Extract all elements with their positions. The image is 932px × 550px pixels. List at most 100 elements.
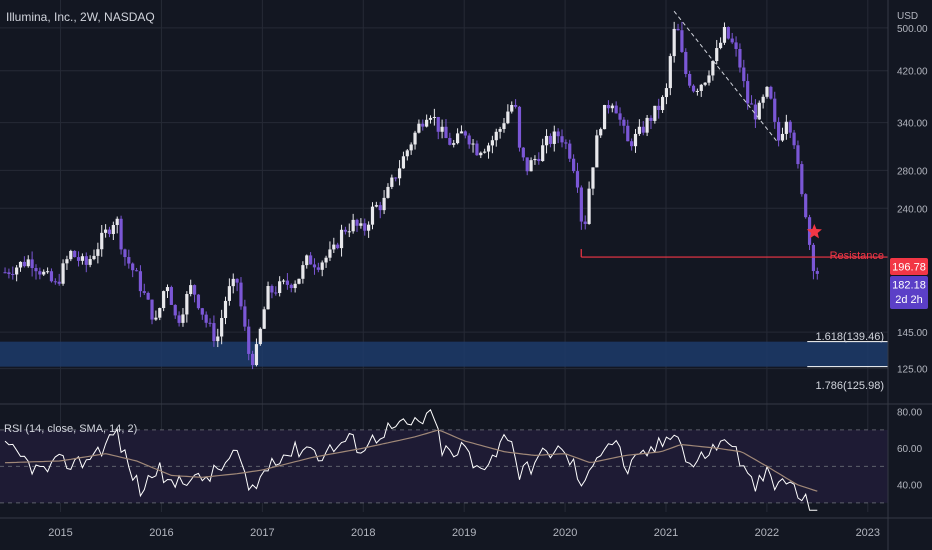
candle-body (266, 286, 270, 310)
candle-body (525, 157, 529, 172)
candle-body (664, 88, 669, 98)
candle-body (699, 84, 703, 91)
candle-body (788, 121, 792, 133)
resistance-price-tag (890, 258, 928, 275)
fib-lower-label: 1.786(125.98) (816, 380, 885, 392)
star-icon (806, 223, 822, 239)
y-tick-label: 280.00 (897, 166, 928, 177)
candle-body (146, 292, 150, 300)
candle-body (293, 283, 297, 289)
candle-body (250, 353, 255, 366)
last-price-value: 182.18 (892, 280, 926, 292)
candle-body (544, 135, 549, 146)
resistance-price-value: 196.78 (892, 262, 926, 274)
candle-body (506, 111, 510, 124)
candle-body (761, 96, 765, 103)
candle-body (189, 285, 193, 295)
candle-body (471, 143, 475, 145)
candle-body (560, 136, 564, 143)
candle-body (200, 308, 204, 315)
chart-title: Illumina, Inc., 2W, NASDAQ (6, 10, 155, 24)
candle-body (397, 168, 402, 179)
candle-body (127, 257, 131, 264)
candle-body (320, 262, 324, 270)
candle-body (88, 259, 92, 265)
candle-body (123, 249, 127, 258)
candle-body (765, 86, 769, 97)
candle-body (162, 291, 166, 309)
candle-body (641, 126, 645, 133)
y-tick-label: 420.00 (897, 67, 928, 78)
candle-body (653, 105, 657, 121)
candle-body (668, 56, 672, 89)
candle-body (278, 281, 282, 294)
candle-body (378, 205, 382, 211)
candle-body (262, 309, 266, 329)
candle-body (575, 171, 580, 188)
candle-body (196, 294, 201, 309)
candle-body (374, 205, 378, 207)
candle-body (177, 315, 181, 323)
candle-body (131, 263, 135, 271)
candle-body (684, 51, 688, 74)
candle-body (258, 328, 262, 345)
candle-body (26, 259, 30, 267)
candle-body (572, 158, 576, 172)
candle-body (757, 102, 761, 120)
rsi-tick-label: 80.00 (897, 408, 922, 419)
candle-body (568, 143, 572, 159)
candle-body (367, 224, 371, 231)
candle-body (343, 229, 348, 232)
candle-body (552, 131, 556, 144)
candle-body (309, 255, 313, 265)
candle-body (65, 259, 69, 264)
candle-body (502, 123, 506, 130)
candle-body (142, 291, 146, 293)
candle-body (494, 131, 498, 141)
candle-body (104, 229, 108, 233)
fib-upper-label: 1.618(139.46) (816, 331, 885, 343)
candle-body (583, 221, 587, 224)
candle-body (49, 271, 54, 282)
candle-body (792, 132, 796, 146)
candle-body (382, 197, 386, 211)
candle-body (564, 142, 568, 144)
candle-body (111, 225, 115, 235)
candle-body (777, 121, 781, 141)
candle-body (351, 219, 355, 232)
rsi-tick-label: 40.00 (897, 481, 922, 492)
y-tick-label: 240.00 (897, 204, 928, 215)
candle-body (479, 152, 483, 156)
candle-body (185, 294, 189, 315)
candle-body (533, 158, 537, 161)
candle-body (738, 48, 742, 68)
candle-body (680, 30, 684, 52)
last-price-tag (890, 276, 928, 309)
candle-body (359, 223, 363, 226)
candle-body (602, 105, 607, 130)
candles (3, 21, 819, 370)
candle-body (537, 158, 541, 162)
candle-body (96, 249, 100, 256)
candle-body (115, 218, 119, 226)
x-tick-label: 2018 (351, 527, 375, 539)
candle-body (316, 267, 320, 270)
candle-body (753, 104, 758, 120)
candle-body (216, 336, 220, 342)
candle-body (297, 278, 301, 284)
candle-body (483, 151, 487, 153)
overlays (580, 10, 888, 258)
candle-body (69, 250, 73, 260)
candle-body (587, 188, 591, 224)
candle-body (703, 82, 707, 85)
candle-body (328, 249, 332, 258)
candle-body (715, 48, 719, 62)
candle-body (784, 121, 788, 134)
bar-countdown: 2d 2h (895, 294, 923, 306)
candle-body (498, 129, 502, 132)
candle-body (394, 177, 398, 179)
candle-body (513, 104, 518, 107)
candle-body (53, 281, 57, 283)
candle-body (107, 229, 112, 235)
candle-body (363, 223, 367, 231)
